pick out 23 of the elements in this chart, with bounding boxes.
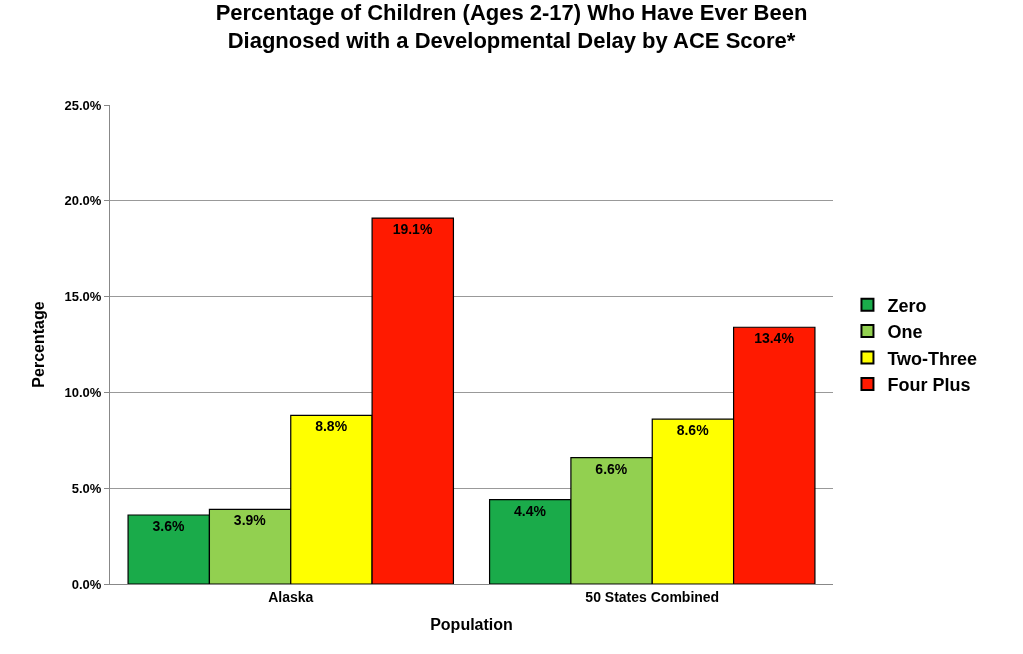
legend-label: One — [887, 322, 923, 343]
legend-label: Zero — [887, 295, 927, 316]
y-tick-label: 25.0% — [64, 97, 102, 113]
data-label: 19.1% — [392, 221, 433, 238]
y-tick-label: 0.0% — [71, 576, 102, 592]
data-label: 8.6% — [676, 422, 710, 439]
data-label: 13.4% — [754, 330, 795, 347]
y-tick-label: 15.0% — [64, 289, 102, 305]
y-tick-label: 5.0% — [71, 480, 102, 496]
data-label: 6.6% — [595, 460, 628, 477]
legend-label: Four Plus — [887, 374, 971, 395]
y-axis-title: Percentage — [30, 301, 48, 388]
data-label: 3.6% — [152, 518, 185, 535]
x-axis-title: Population — [430, 616, 513, 634]
x-tick-label: 50 States Combined — [585, 588, 720, 605]
y-tick-label: 10.0% — [64, 384, 102, 400]
legend-label: Two-Three — [887, 348, 978, 369]
data-label: 4.4% — [514, 502, 547, 519]
y-tick-label: 20.0% — [64, 193, 102, 209]
data-label: 8.8% — [315, 418, 348, 435]
data-label: 3.9% — [233, 512, 267, 529]
chart-title: Percentage of Children (Ages 2-17) Who Have Ever Been Diagnosed with a Developmental Delay by ACE Score* — [215, 0, 808, 54]
x-tick-label: Alaska — [268, 588, 314, 605]
